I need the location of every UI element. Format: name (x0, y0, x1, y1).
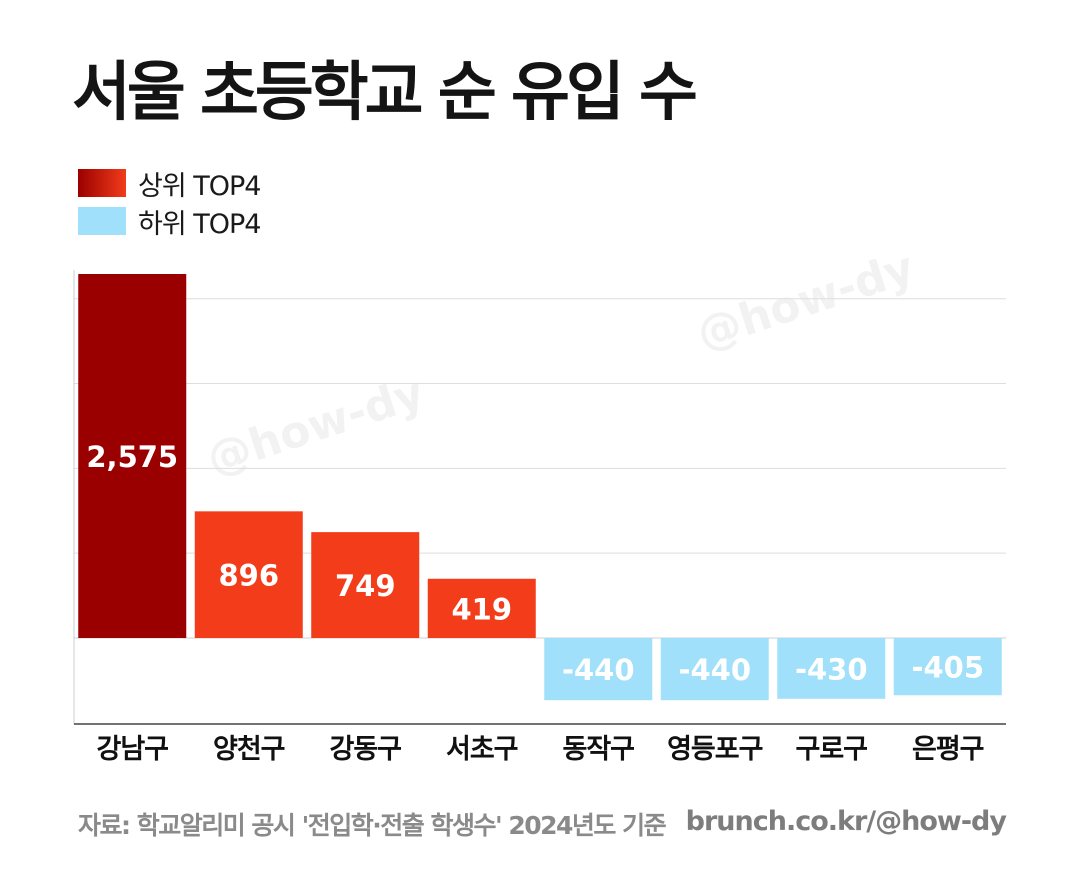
bar-5 (544, 638, 653, 701)
source-note: 자료: 학교알리미 공시 '전입학·전출 학생수' 2024년도 기준 (78, 811, 667, 840)
data-label: 896 (218, 559, 279, 593)
category-label: 양천구 (213, 734, 285, 765)
category-label: 영등포구 (667, 734, 763, 765)
chart-title: 서울 초등학교 순 유입 수 (72, 56, 698, 130)
data-label: 749 (335, 569, 396, 603)
watermark: @how-dy (201, 367, 430, 485)
credit-text: brunch.co.kr/@how-dy (685, 806, 1007, 837)
data-label: 419 (451, 592, 512, 626)
bar-7 (777, 638, 886, 699)
category-label: 구로구 (795, 734, 867, 765)
bar-6 (660, 638, 769, 701)
category-label: 은평구 (912, 734, 984, 765)
legend: 상위 TOP4 하위 TOP4 (78, 168, 261, 244)
category-label: 서초구 (446, 734, 518, 765)
legend-label-top: 상위 TOP4 (138, 170, 261, 202)
bar-8 (893, 638, 1002, 696)
bar-2 (194, 511, 303, 638)
legend-item-bottom: 하위 TOP4 (78, 206, 261, 240)
legend-label-bottom: 하위 TOP4 (138, 208, 261, 240)
legend-swatch-bottom (78, 207, 126, 235)
data-label: -440 (678, 653, 751, 687)
category-label: 동작구 (562, 734, 634, 765)
data-label: -440 (562, 653, 635, 687)
data-label: 2,575 (86, 440, 178, 474)
legend-item-top: 상위 TOP4 (78, 168, 261, 202)
category-label: 강동구 (329, 734, 401, 765)
category-label: 강남구 (96, 734, 168, 765)
bar-3 (311, 532, 420, 638)
legend-swatch-top (78, 169, 126, 197)
data-label: -430 (795, 652, 868, 686)
data-label: -405 (911, 651, 984, 685)
bar-4 (427, 578, 536, 638)
bar-1 (78, 274, 187, 638)
watermark: @how-dy (691, 242, 920, 360)
